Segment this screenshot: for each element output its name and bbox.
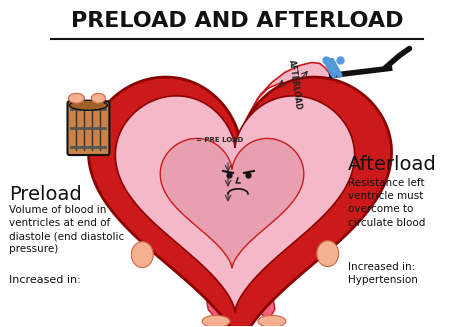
Polygon shape xyxy=(160,138,304,268)
Text: Preload: Preload xyxy=(9,185,82,204)
Ellipse shape xyxy=(70,100,108,110)
Polygon shape xyxy=(89,77,392,327)
Polygon shape xyxy=(115,96,355,312)
Text: Afterload: Afterload xyxy=(347,155,437,174)
Polygon shape xyxy=(148,195,200,251)
Polygon shape xyxy=(245,62,332,125)
Ellipse shape xyxy=(69,93,84,103)
Text: Resistance left
ventricle must
overcome to
circulate blood: Resistance left ventricle must overcome … xyxy=(347,178,425,228)
Text: Increased in:: Increased in: xyxy=(9,275,81,284)
Text: Increased in:
Hypertension: Increased in: Hypertension xyxy=(347,262,418,285)
Text: AFTERLOAD: AFTERLOAD xyxy=(287,59,303,110)
Polygon shape xyxy=(248,258,275,321)
Ellipse shape xyxy=(91,93,105,103)
Text: = PRE LOAD: = PRE LOAD xyxy=(196,137,243,143)
Ellipse shape xyxy=(258,315,286,327)
Ellipse shape xyxy=(317,241,339,267)
Ellipse shape xyxy=(202,315,230,327)
Text: Volume of blood in
ventricles at end of
diastole (end diastolic
pressure): Volume of blood in ventricles at end of … xyxy=(9,205,124,254)
Ellipse shape xyxy=(131,242,153,267)
FancyBboxPatch shape xyxy=(67,101,109,155)
Polygon shape xyxy=(118,128,215,158)
Polygon shape xyxy=(270,195,322,250)
Text: PRELOAD AND AFTERLOAD: PRELOAD AND AFTERLOAD xyxy=(71,11,403,31)
Polygon shape xyxy=(205,258,232,321)
